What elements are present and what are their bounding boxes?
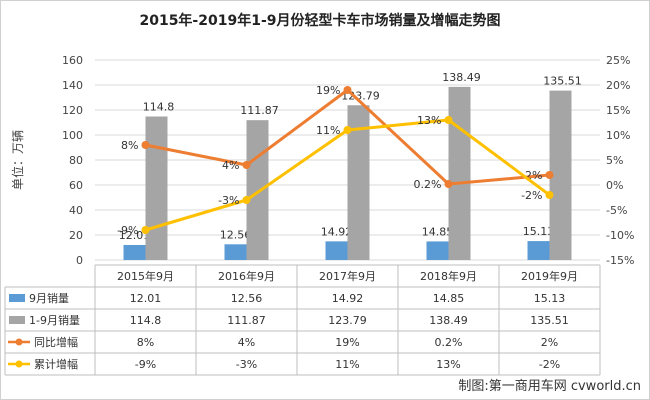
bar-sept — [224, 244, 247, 260]
table-cell: 14.85 — [433, 292, 465, 305]
line-data-label: -2% — [521, 189, 542, 202]
bar-data-label: 15.13 — [523, 225, 555, 238]
line-data-label: 0.2% — [414, 178, 442, 191]
y2-tick-label: -15% — [606, 254, 634, 267]
table-cell: 123.79 — [328, 314, 367, 327]
y-tick-label: 160 — [62, 54, 83, 67]
x-category-label: 2017年9月 — [319, 269, 376, 283]
x-category-label: 2018年9月 — [420, 269, 477, 283]
x-category-label: 2019年9月 — [521, 269, 578, 283]
table-cell: 0.2% — [435, 336, 463, 349]
bar-data-label: 114.8 — [143, 101, 175, 114]
chart-title: 2015年-2019年1-9月份轻型卡车市场销量及增幅走势图 — [139, 12, 500, 29]
legend-key — [9, 316, 25, 324]
line-point — [242, 196, 251, 204]
table-cell: 138.49 — [429, 314, 468, 327]
line-data-label: 8% — [121, 139, 138, 152]
y2-tick-label: 15% — [606, 104, 630, 117]
line-data-label: 19% — [316, 84, 340, 97]
bar-ytd — [448, 86, 471, 260]
table-cell: 2% — [541, 336, 558, 349]
bar-data-label: 14.92 — [321, 225, 353, 238]
y-axis-label: 单位：万辆 — [10, 130, 25, 190]
y-tick-label: 0 — [76, 254, 83, 267]
y-tick-label: 120 — [62, 104, 83, 117]
bar-data-label: 138.49 — [442, 71, 481, 84]
y-tick-label: 100 — [62, 129, 83, 142]
line-point — [141, 226, 150, 234]
line-point — [444, 180, 453, 188]
y-tick-label: 40 — [69, 204, 83, 217]
table-cell: 135.51 — [530, 314, 569, 327]
bar-data-label: 111.87 — [240, 104, 279, 117]
x-category-label: 2015年9月 — [117, 269, 174, 283]
bar-ytd — [246, 120, 269, 260]
legend-label: 累计增幅 — [34, 357, 78, 371]
y-tick-label: 140 — [62, 79, 83, 92]
table-cell: -9% — [135, 358, 156, 371]
legend-label: 1-9月销量 — [29, 313, 80, 327]
bar-data-label: 135.51 — [543, 75, 582, 88]
line-point — [141, 141, 150, 149]
y2-tick-label: -10% — [606, 229, 634, 242]
legend-key-marker — [15, 360, 23, 368]
table-cell: 11% — [335, 358, 359, 371]
bar-sept — [123, 244, 146, 260]
table-cell: 114.8 — [130, 314, 162, 327]
line-point — [343, 126, 352, 134]
table-cell: 14.92 — [332, 292, 364, 305]
table-cell: 4% — [238, 336, 255, 349]
y2-tick-label: 0% — [606, 179, 623, 192]
line-point — [343, 86, 352, 94]
bar-sept — [325, 241, 348, 260]
legend-label: 同比增幅 — [34, 335, 78, 349]
y2-tick-label: 25% — [606, 54, 630, 67]
table-cell: -3% — [236, 358, 257, 371]
table-cell: 8% — [137, 336, 154, 349]
y2-tick-label: 10% — [606, 129, 630, 142]
y-tick-label: 80 — [69, 154, 83, 167]
line-data-label: -3% — [218, 194, 239, 207]
line-data-label: 13% — [417, 114, 441, 127]
bar-data-label: 14.85 — [422, 225, 454, 238]
table-cell: 19% — [335, 336, 359, 349]
y-tick-label: 60 — [69, 179, 83, 192]
line-point — [242, 161, 251, 169]
table-cell: 12.01 — [130, 292, 162, 305]
bar-data-label: 12.56 — [220, 228, 252, 241]
bar-sept — [426, 241, 449, 260]
x-category-label: 2016年9月 — [218, 269, 275, 283]
table-cell: 111.87 — [227, 314, 266, 327]
bar-ytd — [549, 90, 572, 260]
chart-credit: 制图:第一商用车网 cvworld.cn — [458, 378, 641, 394]
table-cell: 12.56 — [231, 292, 263, 305]
line-data-label: -9% — [117, 224, 138, 237]
line-point — [545, 191, 554, 199]
line-data-label: 11% — [316, 124, 340, 137]
table-cell: -2% — [539, 358, 560, 371]
y-tick-label: 20 — [69, 229, 83, 242]
bar-sept — [527, 241, 550, 260]
table-cell: 15.13 — [534, 292, 566, 305]
bar-ytd — [347, 105, 370, 260]
line-point — [545, 171, 554, 179]
legend-label: 9月销量 — [29, 291, 69, 305]
table-cell: 13% — [436, 358, 460, 371]
y2-tick-label: 5% — [606, 154, 623, 167]
legend-key — [9, 294, 25, 302]
line-data-label: 4% — [222, 159, 239, 172]
legend-key-marker — [15, 338, 23, 346]
line-point — [444, 116, 453, 124]
bar-ytd — [145, 116, 168, 260]
y2-tick-label: -5% — [606, 204, 627, 217]
y2-tick-label: 20% — [606, 79, 630, 92]
